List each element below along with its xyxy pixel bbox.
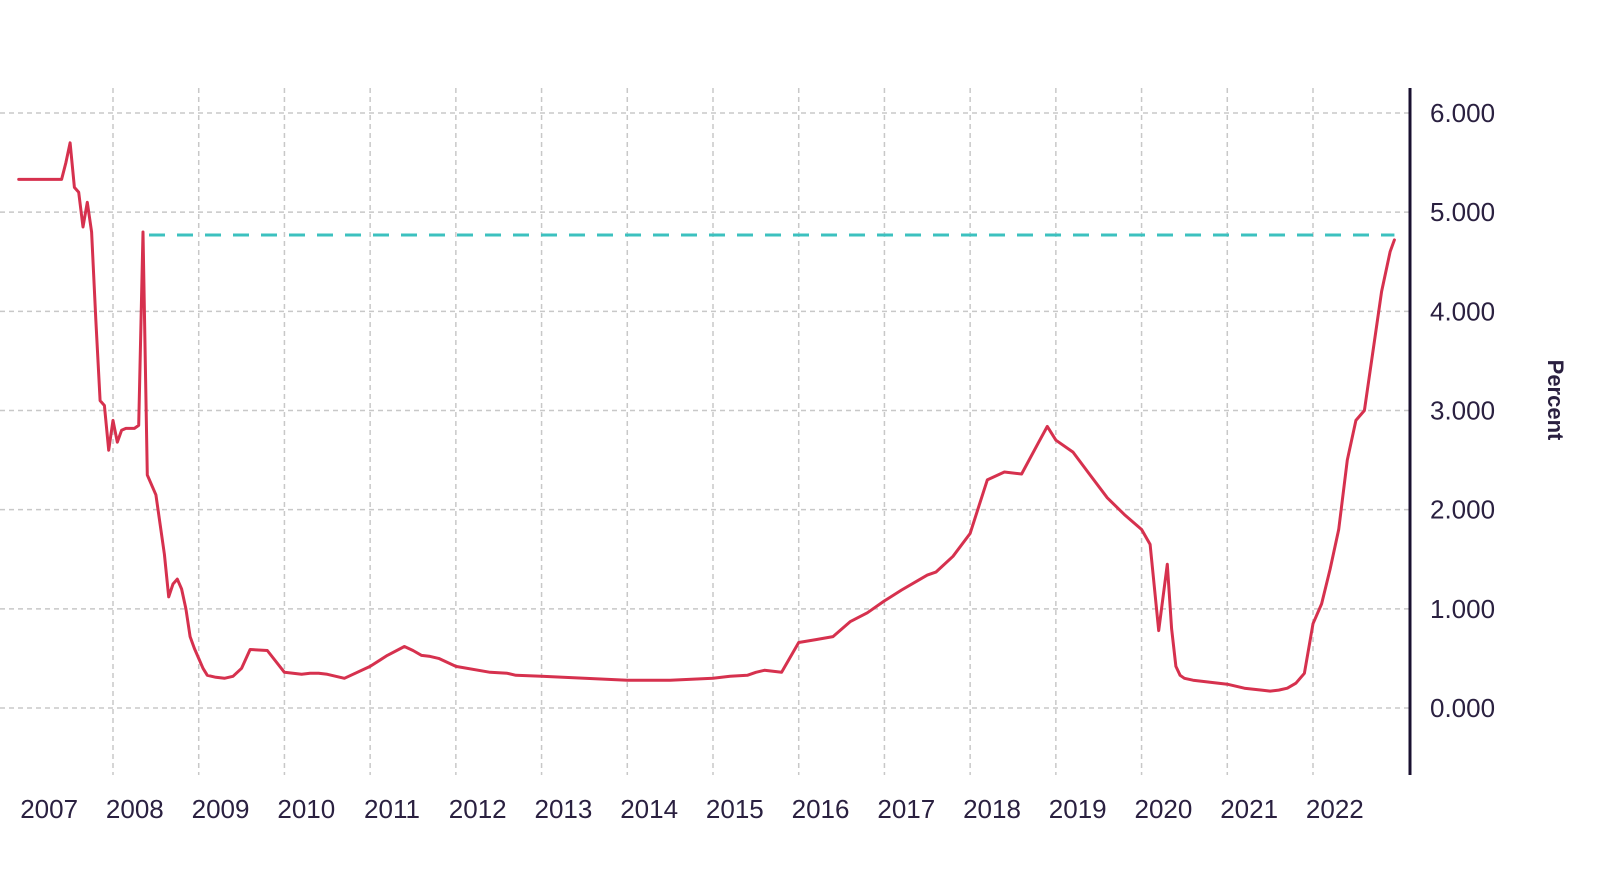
x-tick-label: 2022: [1306, 794, 1364, 824]
x-tick-label: 2017: [877, 794, 935, 824]
y-tick-label: 5.000: [1430, 197, 1495, 227]
x-tick-label: 2011: [364, 794, 420, 824]
y-tick-label: 4.000: [1430, 296, 1495, 326]
x-tick-label: 2019: [1049, 794, 1107, 824]
x-tick-label: 2008: [106, 794, 164, 824]
series-layer: [17, 141, 1396, 693]
x-tick-label: 2016: [792, 794, 850, 824]
x-tick-label: 2009: [192, 794, 250, 824]
y-tick-label: 2.000: [1430, 495, 1495, 525]
x-tick-label: 2018: [963, 794, 1021, 824]
x-tick-label: 2010: [277, 794, 335, 824]
x-tick-label: 2007: [20, 794, 78, 824]
x-tick-label: 2012: [449, 794, 507, 824]
x-tick-label: 2014: [620, 794, 678, 824]
y-tick-label: 6.000: [1430, 98, 1495, 128]
grid: [0, 88, 1410, 775]
y-tick-label: 0.000: [1430, 693, 1495, 723]
y-axis-title: Percent: [1543, 360, 1568, 441]
x-tick-label: 2021: [1220, 794, 1278, 824]
series-line: [17, 141, 1396, 693]
tick-labels: 0.000 1.000 2.000 3.000 4.000 5.000 6.000 2007 2…: [20, 98, 1568, 824]
x-tick-label: 2015: [706, 794, 764, 824]
x-tick-label: 2020: [1135, 794, 1193, 824]
y-tick-label: 1.000: [1430, 594, 1495, 624]
y-tick-label: 3.000: [1430, 396, 1495, 426]
x-tick-label: 2013: [535, 794, 593, 824]
